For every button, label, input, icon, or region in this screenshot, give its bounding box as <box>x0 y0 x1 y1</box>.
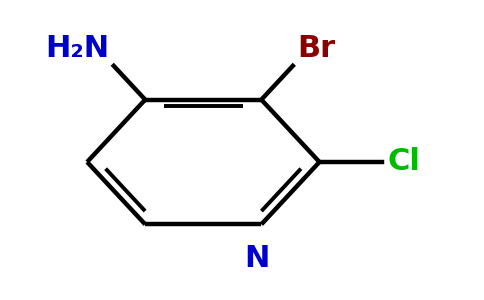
Text: N: N <box>244 244 269 273</box>
Text: H₂N: H₂N <box>45 34 109 63</box>
Text: Cl: Cl <box>387 148 420 176</box>
Text: Br: Br <box>298 34 336 63</box>
